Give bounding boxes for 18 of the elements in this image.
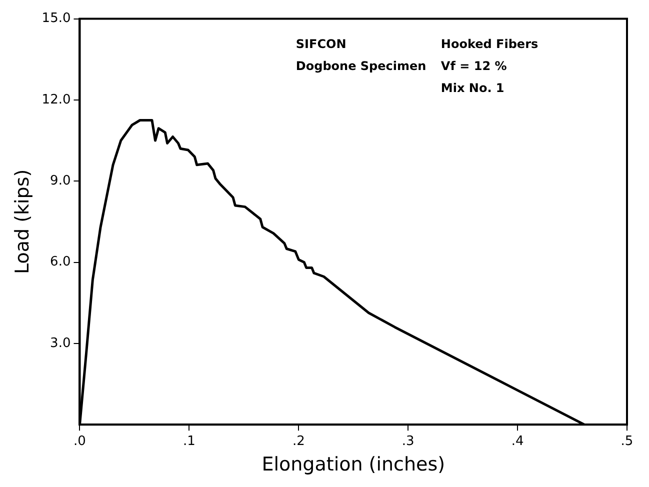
x-tick-label: .5 <box>620 434 634 449</box>
x-tick-label: .3 <box>402 434 414 449</box>
x-tick-label: .0 <box>74 434 86 449</box>
x-tick-label: .1 <box>182 434 196 449</box>
annotation: Vf = 12 % <box>440 58 507 73</box>
y-tick-label: 6.0 <box>50 254 71 270</box>
y-tick-label: 15.0 <box>42 11 71 26</box>
x-tick-label: .4 <box>511 434 524 449</box>
y-axis-title: Load (kips) <box>11 169 34 274</box>
annotation: SIFCON <box>296 36 346 51</box>
y-tick-label: 12.0 <box>42 92 71 108</box>
x-axis-title: Elongation (inches) <box>262 454 446 476</box>
annotation: Hooked Fibers <box>440 36 538 51</box>
x-tick-label: .2 <box>292 434 305 449</box>
y-tick-label: 3.0 <box>50 336 71 351</box>
y-tick-label: 9.0 <box>50 173 71 188</box>
annotation: Dogbone Specimen <box>296 58 426 73</box>
annotation: Mix No. 1 <box>440 80 504 95</box>
